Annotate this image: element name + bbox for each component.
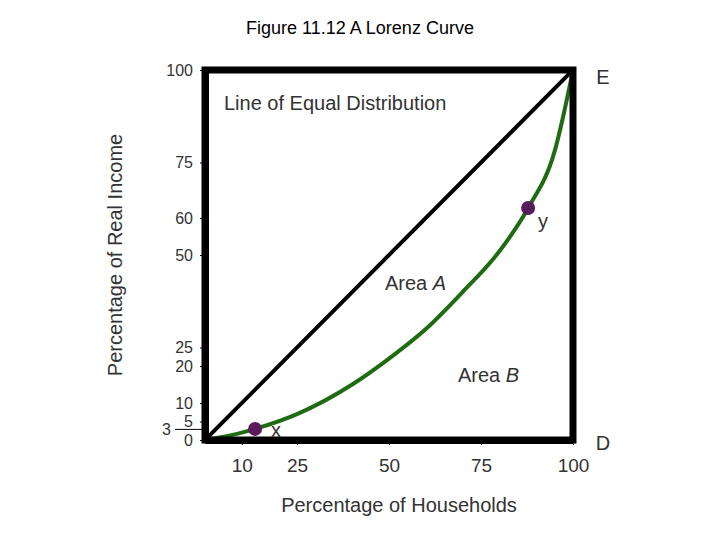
y-tick: 100	[166, 62, 205, 79]
x-tick-mark	[481, 440, 482, 445]
x-tick: 25	[287, 440, 308, 476]
y-tick-mark	[200, 422, 205, 423]
point-label: y	[538, 210, 548, 232]
y-tick-label: 3	[162, 421, 171, 438]
plot-area	[205, 70, 573, 440]
x-tick-mark	[573, 440, 574, 445]
x-axis-line	[206, 437, 574, 444]
annotation: Area A	[385, 272, 446, 294]
annotation: E	[596, 66, 609, 88]
equality-line	[205, 70, 573, 440]
x-tick-mark	[389, 440, 390, 445]
y-tick-mark	[200, 440, 205, 441]
series-label: Line of Equal Distribution	[224, 92, 446, 114]
x-tick-mark	[297, 440, 298, 445]
y-tick-mark	[200, 348, 205, 349]
y-tick-label: 0	[184, 432, 193, 449]
x-tick: 10	[232, 440, 253, 476]
plot-frame	[205, 70, 573, 440]
y-tick-label: 5	[184, 413, 193, 430]
point	[521, 201, 535, 215]
y-axis: 03510 20 25 50 60 75 100	[162, 62, 205, 449]
x-tick-label: 50	[379, 455, 400, 476]
y-tick: 50	[175, 247, 205, 264]
y-tick-label: 60	[175, 210, 193, 227]
y-tick-mark	[200, 403, 205, 404]
y-tick: 20	[175, 358, 205, 375]
lorenz-curve	[205, 70, 573, 440]
y-tick: 10	[175, 395, 205, 412]
title: Figure 11.12 A Lorenz Curve	[246, 18, 474, 38]
y-tick-mark	[200, 163, 205, 164]
y-tick-label: 25	[175, 339, 193, 356]
annotation: Area B	[458, 364, 519, 386]
y-tick-mark	[200, 366, 205, 367]
y-tick: 75	[175, 154, 205, 171]
chart: Figure 11.12 A Lorenz Curve Percentage of…	[0, 0, 720, 540]
point	[248, 422, 262, 436]
point-label: x	[271, 419, 281, 441]
y-axis-title: Percentage of Real Income	[104, 134, 126, 376]
y-tick-mark	[200, 70, 205, 71]
y-tick-mark	[200, 255, 205, 256]
y-tick-label: 50	[175, 247, 193, 264]
x-tick: 50	[379, 440, 400, 476]
y-tick-label: 10	[175, 395, 193, 412]
y-tick: 25	[175, 339, 205, 356]
x-tick: 75	[471, 440, 492, 476]
y-tick: 0	[184, 432, 205, 449]
x-axis: 10 25 50 75 100	[206, 440, 590, 476]
annotation: D	[596, 432, 610, 454]
y-tick: 5	[184, 413, 205, 430]
x-tick-label: 10	[232, 455, 253, 476]
y-tick: 60	[175, 210, 205, 227]
x-tick-label: 25	[287, 455, 308, 476]
y-tick-label: 75	[175, 154, 193, 171]
x-axis-title: Percentage of Households	[281, 494, 517, 516]
x-tick-mark	[242, 440, 243, 445]
x-tick: 100	[558, 440, 590, 476]
x-tick-label: 100	[558, 455, 590, 476]
y-tick-mark	[200, 218, 205, 219]
x-tick-label: 75	[471, 455, 492, 476]
y-tick-label: 100	[166, 62, 193, 79]
y-tick-label: 20	[175, 358, 193, 375]
